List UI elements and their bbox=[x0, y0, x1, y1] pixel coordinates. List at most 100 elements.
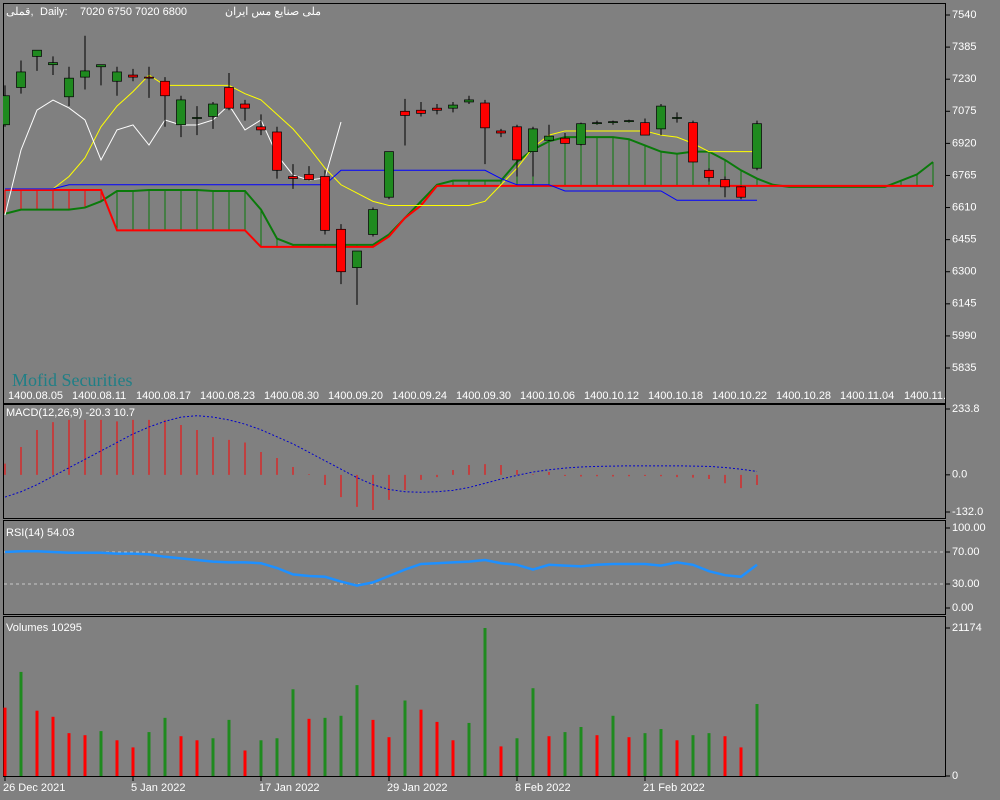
volume-bar bbox=[499, 746, 503, 776]
candle-body bbox=[128, 74, 138, 78]
volume-bar bbox=[3, 707, 7, 776]
y-tick-label: 6455 bbox=[952, 234, 976, 246]
volume-bar bbox=[611, 715, 615, 776]
volume-bar bbox=[627, 737, 631, 776]
candle-body bbox=[608, 121, 618, 124]
volume-bar bbox=[691, 735, 695, 776]
x-tick-label: 1400.08.17 bbox=[136, 390, 191, 402]
x-tick-label: 1400.10.12 bbox=[584, 390, 639, 402]
candle-body bbox=[160, 80, 170, 97]
candle-body bbox=[240, 103, 250, 109]
candle-body bbox=[432, 107, 442, 111]
candle-body bbox=[512, 126, 522, 161]
volume-bar bbox=[339, 715, 343, 776]
x-tick-label: 1400.11.1 bbox=[904, 390, 952, 402]
candle-body bbox=[32, 49, 42, 57]
volume-bar bbox=[387, 737, 391, 776]
candle-body bbox=[592, 122, 602, 125]
candle-body bbox=[704, 169, 714, 178]
x-tick-label: 21 Feb 2022 bbox=[643, 782, 705, 794]
y-tick-label: 7540 bbox=[952, 9, 976, 21]
indicator-line bbox=[5, 74, 757, 206]
candle-body bbox=[640, 122, 650, 136]
volume-bar bbox=[51, 716, 55, 776]
volume-bar bbox=[19, 671, 23, 776]
candle-body bbox=[736, 186, 746, 198]
candle-body bbox=[416, 109, 426, 114]
indicator-line bbox=[5, 169, 757, 201]
candle-body bbox=[304, 174, 314, 180]
candle-body bbox=[176, 99, 186, 126]
candle-body bbox=[384, 151, 394, 198]
candle-body bbox=[352, 250, 362, 268]
candle-body bbox=[368, 209, 378, 235]
volume-bar bbox=[179, 736, 183, 776]
rsi-title: RSI(14) 54.03 bbox=[6, 527, 74, 539]
x-tick-label: 1400.09.30 bbox=[456, 390, 511, 402]
candle-body bbox=[80, 70, 90, 78]
volume-bar bbox=[403, 700, 407, 776]
candle-body bbox=[560, 137, 570, 144]
watermark: Mofid Securities bbox=[12, 370, 132, 390]
candle-body bbox=[448, 104, 458, 109]
candle-body bbox=[112, 71, 122, 82]
y-tick-label: 0.00 bbox=[952, 602, 973, 614]
volume-bar bbox=[131, 747, 135, 776]
candle-body bbox=[480, 102, 490, 129]
volume-title: Volumes 10295 bbox=[6, 622, 82, 634]
volume-bar bbox=[99, 731, 103, 776]
candle-body bbox=[464, 99, 474, 103]
volume-bar bbox=[707, 733, 711, 776]
indicator-line bbox=[4, 99, 342, 216]
rsi-line bbox=[4, 549, 758, 587]
y-tick-label: 5835 bbox=[952, 362, 976, 374]
x-tick-label: 1400.10.18 bbox=[648, 390, 703, 402]
macd-title: MACD(12,26,9) -20.3 10.7 bbox=[6, 407, 135, 419]
cloud-span bbox=[5, 184, 933, 248]
x-tick-label: 1400.09.20 bbox=[328, 390, 383, 402]
volume-bar bbox=[547, 736, 551, 776]
candle-body bbox=[496, 130, 506, 134]
y-tick-label: 100.00 bbox=[952, 522, 986, 534]
timeframe: Daily: bbox=[40, 6, 68, 18]
y-tick-label: 0.0 bbox=[952, 469, 967, 481]
x-tick-label: 1400.08.23 bbox=[200, 390, 255, 402]
volume-bar bbox=[67, 733, 71, 776]
candle-body bbox=[720, 179, 730, 188]
rsi-panel bbox=[3, 520, 946, 615]
instrument-name: ملی صنایع مس ایران bbox=[225, 6, 321, 18]
volume-bar bbox=[371, 719, 375, 776]
x-tick-label: 26 Dec 2021 bbox=[3, 782, 65, 794]
candle-body bbox=[192, 117, 202, 119]
x-tick-label: 1400.08.30 bbox=[264, 390, 319, 402]
macd-panel bbox=[3, 404, 946, 519]
candle-body bbox=[656, 105, 666, 130]
volume-bar bbox=[243, 750, 247, 776]
volume-bar bbox=[755, 704, 759, 776]
x-tick-label: 5 Jan 2022 bbox=[131, 782, 185, 794]
x-tick-label: 8 Feb 2022 bbox=[515, 782, 571, 794]
y-tick-label: 7230 bbox=[952, 73, 976, 85]
x-tick-label: 1400.10.22 bbox=[712, 390, 767, 402]
y-tick-label: 6920 bbox=[952, 137, 976, 149]
candle-body bbox=[752, 123, 762, 169]
volume-bar bbox=[723, 736, 727, 776]
candle-body bbox=[224, 87, 234, 109]
x-tick-label: 29 Jan 2022 bbox=[387, 782, 448, 794]
volume-bar bbox=[595, 735, 599, 776]
candle-body bbox=[544, 135, 554, 141]
volume-bar bbox=[531, 688, 535, 776]
candle-body bbox=[624, 120, 634, 122]
candle-body bbox=[272, 131, 282, 171]
x-tick-label: 1400.11.04 bbox=[840, 390, 894, 402]
candle-body bbox=[64, 77, 74, 98]
y-tick-label: 233.8 bbox=[952, 403, 980, 415]
volume-bar bbox=[211, 738, 215, 776]
x-tick-label: 1400.10.06 bbox=[520, 390, 575, 402]
y-tick-label: 0 bbox=[952, 770, 958, 782]
y-tick-label: -132.0 bbox=[952, 506, 983, 518]
y-tick-label: 7385 bbox=[952, 41, 976, 53]
candle-body bbox=[48, 62, 58, 66]
